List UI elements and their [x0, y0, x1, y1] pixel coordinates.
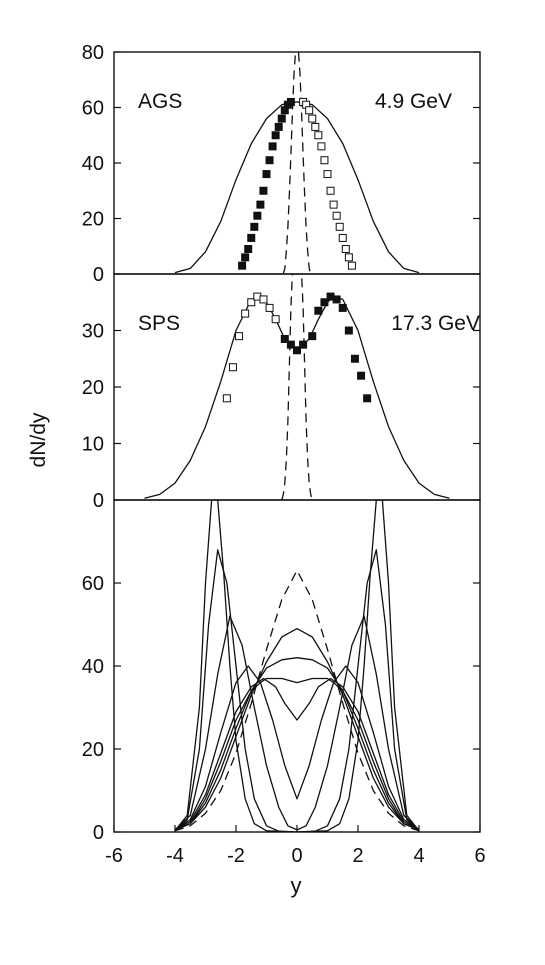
data-point-open — [305, 106, 314, 115]
x-axis-label: y — [291, 873, 302, 898]
data-point-filled — [320, 298, 329, 307]
y-tick-label: 10 — [82, 434, 104, 456]
data-point-open — [332, 211, 341, 220]
data-point-open — [228, 363, 237, 372]
plot-frame — [113, 51, 481, 275]
data-point-open — [320, 156, 329, 165]
plot-frame — [113, 499, 481, 833]
data-point-filled — [262, 170, 271, 179]
x-tick-label: 6 — [474, 845, 485, 867]
data-point-filled — [314, 306, 323, 315]
data-point-filled — [265, 156, 274, 165]
data-point-filled — [244, 245, 253, 254]
solid-curve — [174, 657, 420, 831]
solid-curve — [174, 677, 420, 831]
dashed-curve — [282, 52, 312, 274]
x-tick-label: 4 — [413, 845, 424, 867]
panel-sps: 0 10 20 30 SPS 17.3 GeV — [82, 273, 481, 512]
y-tick-label: 40 — [82, 153, 104, 175]
data-point-filled — [259, 186, 268, 195]
solid-curve — [174, 615, 420, 831]
y-tick-label: 0 — [93, 264, 104, 286]
y-tick-label: 60 — [82, 98, 104, 120]
data-point-filled — [250, 222, 259, 231]
y-tick-label: 80 — [82, 42, 104, 64]
data-point-open — [338, 233, 347, 242]
y-tick-label: 20 — [82, 377, 104, 399]
data-point-filled — [253, 211, 262, 220]
data-point-filled — [363, 394, 372, 403]
data-point-filled — [338, 303, 347, 312]
data-point-open — [341, 245, 350, 254]
data-point-filled — [268, 142, 277, 151]
data-point-open — [326, 186, 335, 195]
data-point-open — [271, 315, 280, 324]
data-point-filled — [286, 97, 295, 106]
data-point-open — [314, 131, 323, 140]
y-tick-label: 60 — [82, 573, 104, 595]
data-point-filled — [241, 253, 250, 262]
data-point-open — [222, 394, 231, 403]
data-point-filled — [280, 334, 289, 343]
x-tick-label: -6 — [105, 845, 123, 867]
data-point-open — [247, 298, 256, 307]
dashed-curve — [281, 274, 313, 500]
y-tick-label: 20 — [82, 739, 104, 761]
data-point-open — [308, 114, 317, 123]
data-point-open — [311, 122, 320, 131]
solid-curve — [174, 549, 420, 832]
data-point-filled — [357, 371, 366, 380]
solid-curve — [174, 101, 420, 274]
x-tick-label: 2 — [352, 845, 363, 867]
data-point-filled — [293, 346, 301, 355]
y-tick-label: 20 — [82, 209, 104, 231]
data-point-filled — [308, 332, 317, 341]
data-point-filled — [277, 114, 286, 123]
y-tick-label: 0 — [93, 490, 104, 512]
data-point-filled — [247, 233, 256, 242]
data-point-open — [265, 303, 274, 312]
solid-curve — [174, 627, 420, 831]
data-point-filled — [238, 261, 247, 270]
data-point-filled — [299, 340, 308, 349]
x-tick-label: -2 — [227, 845, 245, 867]
solid-curve — [174, 665, 420, 831]
data-point-open — [329, 200, 338, 209]
panel-model: 0 20 40 60 -6 -4 -2 0 2 4 6 — [82, 499, 486, 867]
data-point-open — [347, 261, 356, 270]
data-point-filled — [344, 326, 353, 335]
y-tick-label: 30 — [82, 321, 104, 343]
data-point-filled — [350, 354, 359, 363]
y-tick-label: 40 — [82, 656, 104, 678]
data-point-open — [335, 222, 344, 231]
x-tick-label: 0 — [291, 845, 302, 867]
data-point-open — [241, 309, 250, 318]
data-point-open — [259, 295, 268, 304]
plot-frame — [113, 273, 481, 501]
data-point-filled — [274, 122, 283, 131]
data-point-open — [344, 253, 353, 262]
panel-annotation: 17.3 GeV — [391, 312, 480, 335]
y-tick-label: 0 — [93, 822, 104, 844]
data-point-open — [323, 170, 332, 179]
data-point-open — [235, 332, 244, 341]
data-point-open — [317, 142, 326, 151]
data-point-filled — [271, 131, 280, 140]
x-tick-label: -4 — [166, 845, 184, 867]
solid-curve — [174, 677, 420, 831]
dashed-curve — [174, 569, 420, 832]
y-axis-label: dN/dy — [27, 412, 50, 467]
data-point-filled — [332, 295, 341, 304]
data-point-filled — [256, 200, 265, 209]
panel-ags: 0 20 40 60 80 AGS 4.9 GeV — [82, 42, 481, 286]
panel-annotation: SPS — [138, 312, 180, 335]
panel-annotation: 4.9 GeV — [375, 90, 452, 113]
data-point-filled — [286, 340, 295, 349]
panel-annotation: AGS — [138, 90, 182, 113]
